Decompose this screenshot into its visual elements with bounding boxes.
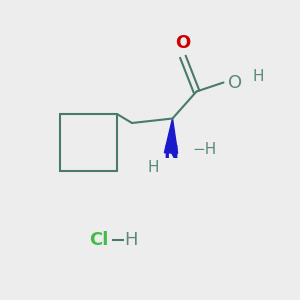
Text: O: O — [228, 74, 242, 92]
Text: H: H — [124, 231, 137, 249]
Text: O: O — [176, 34, 190, 52]
Text: −H: −H — [192, 142, 216, 158]
Text: H: H — [147, 160, 159, 175]
Polygon shape — [164, 118, 178, 153]
Text: Cl: Cl — [89, 231, 109, 249]
Text: N: N — [164, 144, 178, 162]
Text: H: H — [252, 69, 263, 84]
